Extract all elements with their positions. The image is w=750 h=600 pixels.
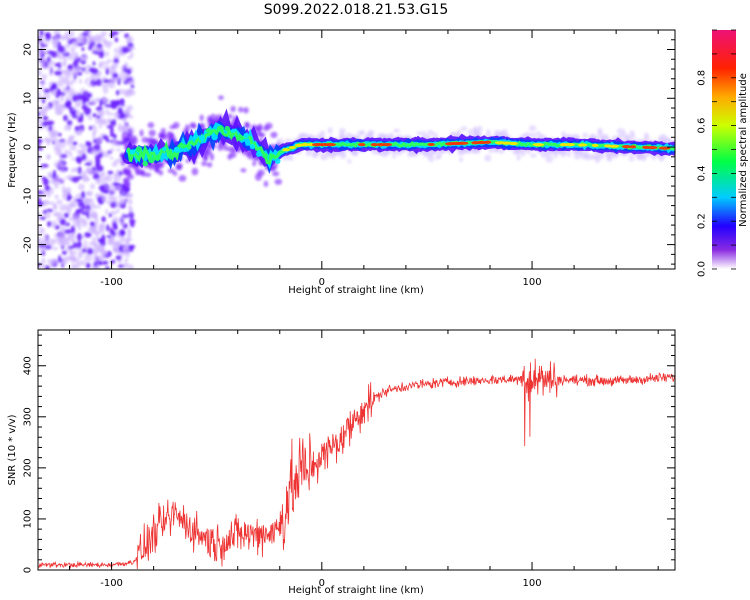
spectrogram-y-tick-label: -10 xyxy=(23,188,34,204)
spectrogram-xlabel: Height of straight line (km) xyxy=(288,285,424,296)
spectrogram-y-tick-label: 20 xyxy=(23,43,34,56)
spectrogram-frame xyxy=(37,29,676,270)
spectrogram-y-tick-label: 0 xyxy=(23,144,34,150)
spectrogram-x-tick-label: -100 xyxy=(100,277,123,288)
spectrogram-y-tick-label: -20 xyxy=(23,236,34,252)
colorbar-tick-label: 0.4 xyxy=(697,165,708,181)
snr-y-tick-label: 200 xyxy=(23,458,34,477)
colorbar-tick-label: 0.2 xyxy=(697,213,708,229)
snr-series-line xyxy=(38,358,675,570)
snr-frame xyxy=(37,329,676,571)
colorbar-tick-label: 0.0 xyxy=(697,261,708,277)
colorbar-tick-label: 0.8 xyxy=(697,70,708,86)
snr-x-tick-label: 0 xyxy=(319,578,325,589)
snr-x-tick-label: 100 xyxy=(522,578,541,589)
spectrogram-y-tick-label: 10 xyxy=(23,92,34,105)
snr-y-tick-label: 400 xyxy=(23,356,34,375)
spectrogram-x-tick-label: 0 xyxy=(319,277,325,288)
snr-ylabel: SNR (10 * v/v) xyxy=(7,414,18,485)
spectrogram-ylabel: Frequency (Hz) xyxy=(7,112,18,188)
spectrogram-image xyxy=(38,30,675,269)
colorbar: 0.0 0.2 0.4 0.6 0.8 Normalized spectral ampl… xyxy=(697,29,749,277)
snr-y-tick-label: 100 xyxy=(23,509,34,528)
snr-axes: -100 0 100 0 100 200 300 400 xyxy=(23,330,675,589)
figure-title: S099.2022.018.21.53.G15 xyxy=(264,2,449,18)
snr-xlabel: Height of straight line (km) xyxy=(288,585,424,596)
colorbar-ticks: 0.0 0.2 0.4 0.6 0.8 xyxy=(697,29,736,277)
colorbar-label: Normalized spectral amplitude xyxy=(738,73,749,227)
snr-y-tick-label: 0 xyxy=(23,567,34,573)
snr-y-tick-label: 300 xyxy=(23,407,34,426)
snr-panel: -100 0 100 0 100 200 300 400 Height of straight… xyxy=(7,329,676,596)
spectrogram-x-tick-label: 100 xyxy=(522,277,541,288)
snr-x-tick-label: -100 xyxy=(100,578,123,589)
colorbar-tick-label: 0.6 xyxy=(697,118,708,134)
